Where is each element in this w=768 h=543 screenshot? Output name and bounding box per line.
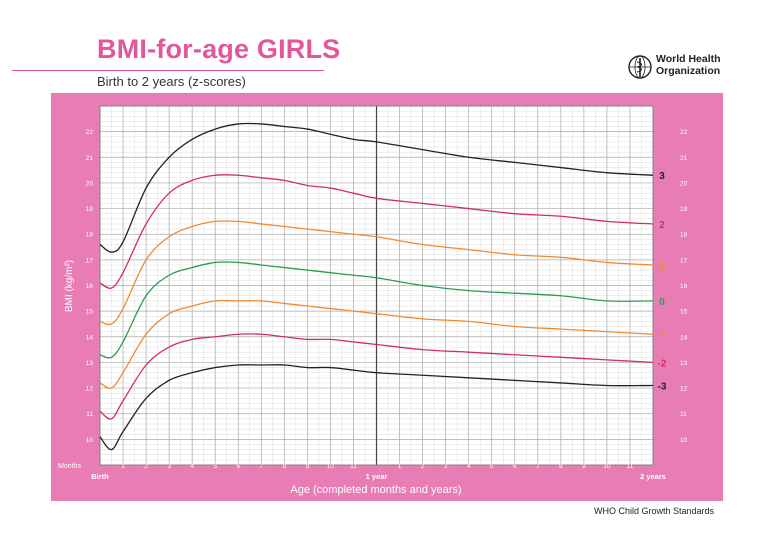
y-tick-left: 20 bbox=[86, 180, 94, 187]
footer-text: WHO Child Growth Standards bbox=[593, 506, 714, 516]
y-tick-right: 15 bbox=[680, 309, 688, 316]
x-tick-label: 1 bbox=[121, 463, 125, 470]
x-tick-label: 3 bbox=[167, 463, 171, 470]
series-line-z-2 bbox=[99, 333, 654, 420]
y-tick-left: 12 bbox=[86, 386, 94, 393]
x-tick-label: 3 bbox=[444, 463, 448, 470]
y-tick-right: 12 bbox=[680, 386, 688, 393]
x-tick-label: 5 bbox=[213, 463, 217, 470]
series-line-z-3 bbox=[99, 364, 654, 451]
who-name: World Health Organization bbox=[656, 53, 721, 77]
y-tick-right: 21 bbox=[680, 155, 688, 162]
series-label-z0: 0 bbox=[659, 297, 665, 308]
y-tick-left: 22 bbox=[86, 129, 94, 136]
x-tick-label: 8 bbox=[283, 463, 287, 470]
chart-series: 3 2 1 0 -1 -2 -3 bbox=[99, 122, 667, 451]
y-tick-right: 13 bbox=[680, 360, 688, 367]
series-label-z-2: -2 bbox=[658, 358, 667, 369]
y-tick-right: 19 bbox=[680, 206, 688, 213]
x-tick-label: 5 bbox=[490, 463, 494, 470]
series-label-z-1: -1 bbox=[658, 330, 667, 341]
x-tick-label: 7 bbox=[536, 463, 540, 470]
y-tick-left: 14 bbox=[86, 334, 94, 341]
y-tick-right: 20 bbox=[680, 180, 688, 187]
x-tick-label: 2 bbox=[144, 463, 148, 470]
x-tick-label: Birth bbox=[91, 472, 109, 481]
title-rule bbox=[12, 70, 324, 71]
series-line-z1 bbox=[99, 220, 654, 326]
x-tick-label: 6 bbox=[236, 463, 240, 470]
x-tick-label: 1 bbox=[398, 463, 402, 470]
series-line-z2 bbox=[99, 174, 654, 290]
series-line-z3 bbox=[99, 122, 654, 253]
x-tick-label: 2 years bbox=[640, 472, 666, 481]
y-axis-label: BMI (kg/m²) bbox=[64, 260, 75, 312]
series-label-z1: 1 bbox=[659, 261, 665, 272]
who-emblem-icon bbox=[628, 55, 652, 79]
x-tick-label: 8 bbox=[559, 463, 563, 470]
x-tick-label: 1 year bbox=[366, 472, 388, 481]
y-tick-right: 14 bbox=[680, 334, 688, 341]
y-tick-left: 15 bbox=[86, 309, 94, 316]
series-label-z3: 3 bbox=[659, 171, 665, 182]
x-tick-label: 11 bbox=[627, 463, 634, 470]
series-line-z0 bbox=[99, 261, 654, 359]
y-tick-right: 11 bbox=[680, 411, 687, 418]
y-tick-left: 19 bbox=[86, 206, 94, 213]
y-tick-left: 11 bbox=[86, 411, 93, 418]
x-axis-label: Age (completed months and years) bbox=[290, 484, 461, 496]
x-tick-label: 11 bbox=[350, 463, 357, 470]
y-tick-right: 10 bbox=[680, 437, 688, 444]
series-label-z2: 2 bbox=[659, 220, 665, 231]
chart-subtitle: Birth to 2 years (z-scores) bbox=[97, 74, 246, 89]
y-tick-left: 10 bbox=[86, 437, 94, 444]
x-tick-label: 10 bbox=[327, 463, 335, 470]
series-line-z-1 bbox=[99, 299, 654, 390]
y-tick-right: 18 bbox=[680, 232, 688, 239]
y-tick-left: 21 bbox=[86, 155, 94, 162]
y-tick-left: 18 bbox=[86, 232, 94, 239]
y-tick-right: 17 bbox=[680, 257, 688, 264]
who-logo: World Health Organization bbox=[627, 53, 737, 80]
series-label-z-3: -3 bbox=[658, 382, 667, 393]
y-tick-right: 22 bbox=[680, 129, 688, 136]
x-tick-label: 9 bbox=[306, 463, 310, 470]
x-tick-label: 9 bbox=[582, 463, 586, 470]
x-tick-label: 6 bbox=[513, 463, 517, 470]
chart-title: BMI-for-age GIRLS bbox=[97, 34, 341, 64]
who-name-line1: World Health bbox=[656, 53, 721, 65]
x-tick-label: 4 bbox=[190, 463, 194, 470]
y-tick-left: 13 bbox=[86, 360, 94, 367]
y-tick-left: 17 bbox=[86, 257, 94, 264]
x-tick-label: 4 bbox=[467, 463, 471, 470]
x-tick-label: 10 bbox=[603, 463, 611, 470]
months-label: Months bbox=[58, 463, 81, 470]
y-tick-left: 16 bbox=[86, 283, 94, 290]
who-name-line2: Organization bbox=[656, 65, 721, 77]
x-tick-label: 2 bbox=[421, 463, 425, 470]
y-tick-right: 16 bbox=[680, 283, 688, 290]
x-tick-label: 7 bbox=[259, 463, 263, 470]
plot-border bbox=[99, 105, 654, 466]
